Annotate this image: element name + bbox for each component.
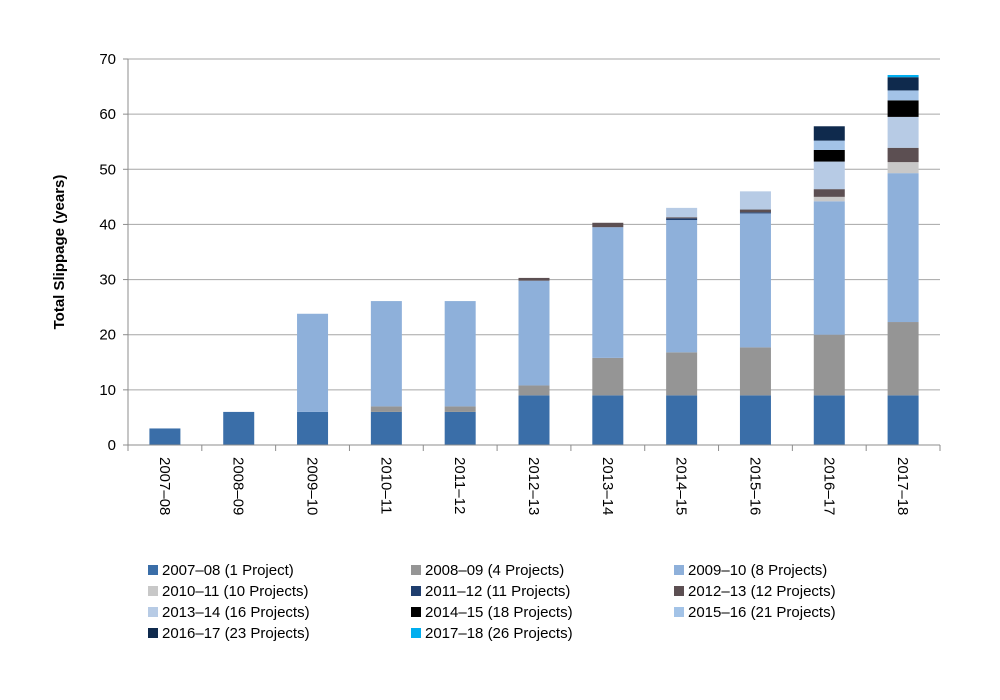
bar-segment	[666, 207, 698, 218]
bar-segment	[813, 149, 845, 162]
bar-segment	[444, 301, 476, 407]
bar-segment	[887, 162, 919, 174]
x-tick-label: 2012–13	[525, 457, 542, 515]
y-tick-label: 40	[99, 216, 116, 233]
bar-segment	[813, 140, 845, 150]
bar-segment	[813, 334, 845, 396]
bar-segment	[813, 201, 845, 335]
y-axis-title: Total Slippage (years)	[51, 175, 68, 330]
bar-segment	[887, 77, 919, 91]
x-tick-label: 2011–12	[451, 457, 468, 514]
y-tick-label: 10	[99, 382, 116, 399]
bar-segment	[813, 196, 845, 202]
bar-segment	[813, 395, 845, 445]
bar-segment	[518, 395, 550, 445]
legend-label: 2017–18 (26 Projects)	[425, 625, 573, 642]
bar-segment	[887, 100, 919, 117]
y-tick-labels: 0 10 20 30 40 50 60 70	[99, 51, 116, 454]
bar-segment	[739, 212, 771, 214]
bar-segment	[223, 411, 255, 445]
x-tick-label: 2016–17	[820, 457, 837, 515]
legend-swatch	[148, 628, 158, 638]
bar-segment	[813, 161, 845, 190]
x-tick-label: 2013–14	[599, 457, 616, 515]
bar-segment	[666, 352, 698, 396]
legend: 2007–08 (1 Project) 2008–09 (4 Projects) 2…	[148, 562, 836, 642]
bar-segment	[297, 411, 329, 445]
bar-segment	[444, 411, 476, 445]
bar-segment	[887, 90, 919, 101]
legend-label: 2007–08 (1 Project)	[162, 562, 294, 579]
legend-swatch	[148, 586, 158, 596]
y-tick-label: 60	[99, 106, 116, 123]
bar-segment	[149, 428, 181, 445]
bar-segment	[887, 116, 919, 148]
bar-segment	[887, 322, 919, 396]
x-tick-label: 2007–08	[156, 457, 173, 515]
legend-label: 2011–12 (11 Projects)	[425, 583, 570, 600]
legend-swatch	[674, 565, 684, 575]
bar-segment	[666, 220, 698, 353]
y-tick-label: 30	[99, 272, 116, 289]
legend-label: 2015–16 (21 Projects)	[688, 604, 836, 621]
bar-segment	[666, 395, 698, 445]
legend-swatch	[411, 607, 421, 617]
bar-segment	[518, 385, 550, 396]
bar-segment	[887, 395, 919, 445]
legend-label: 2013–14 (16 Projects)	[162, 604, 310, 621]
bar-segment	[887, 173, 919, 323]
x-tick-label: 2009–10	[304, 457, 321, 515]
bar-segment	[739, 191, 771, 210]
bar-segment	[592, 227, 624, 358]
bar-segment	[370, 406, 402, 412]
x-tick-label: 2014–15	[673, 457, 690, 515]
legend-label: 2010–11 (10 Projects)	[162, 583, 308, 600]
bar-segment	[887, 74, 919, 78]
bar-segment	[813, 189, 845, 197]
bar-segment	[592, 357, 624, 396]
y-tick-label: 50	[99, 161, 116, 178]
legend-label: 2014–15 (18 Projects)	[425, 604, 573, 621]
bar-segment	[297, 313, 329, 412]
legend-swatch	[411, 586, 421, 596]
legend-swatch	[674, 586, 684, 596]
bar-segment	[592, 395, 624, 445]
bar-segment	[444, 406, 476, 412]
bar-segment	[370, 411, 402, 445]
legend-label: 2012–13 (12 Projects)	[688, 583, 836, 600]
bar-segment	[666, 218, 698, 221]
bar-segment	[370, 301, 402, 407]
bar-segment	[518, 277, 550, 281]
axes	[123, 58, 941, 451]
bar-segment	[518, 280, 550, 386]
bar-segment	[887, 147, 919, 163]
legend-swatch	[148, 607, 158, 617]
legend-swatch	[411, 565, 421, 575]
y-tick-label: 70	[99, 51, 116, 68]
y-tick-label: 0	[108, 437, 116, 454]
legend-label: 2016–17 (23 Projects)	[162, 625, 310, 642]
bar-segment	[739, 213, 771, 348]
legend-label: 2009–10 (8 Projects)	[688, 562, 827, 579]
x-tick-label: 2010–11	[377, 457, 394, 514]
x-tick-label: 2017–18	[894, 457, 911, 515]
legend-label: 2008–09 (4 Projects)	[425, 562, 564, 579]
legend-swatch	[674, 607, 684, 617]
bars	[149, 74, 919, 445]
bar-segment	[813, 126, 845, 141]
bar-segment	[739, 209, 771, 213]
x-tick-labels: 2007–08 2008–09 2009–10 2010–11 2011–12 2012–…	[156, 457, 911, 515]
bar-segment	[739, 395, 771, 445]
bar-segment	[666, 217, 698, 219]
x-tick-label: 2008–09	[230, 457, 247, 515]
y-tick-label: 20	[99, 327, 116, 344]
bar-segment	[592, 222, 624, 228]
bar-segment	[739, 347, 771, 396]
legend-swatch	[148, 565, 158, 575]
legend-swatch	[411, 628, 421, 638]
x-tick-label: 2015–16	[746, 457, 763, 515]
